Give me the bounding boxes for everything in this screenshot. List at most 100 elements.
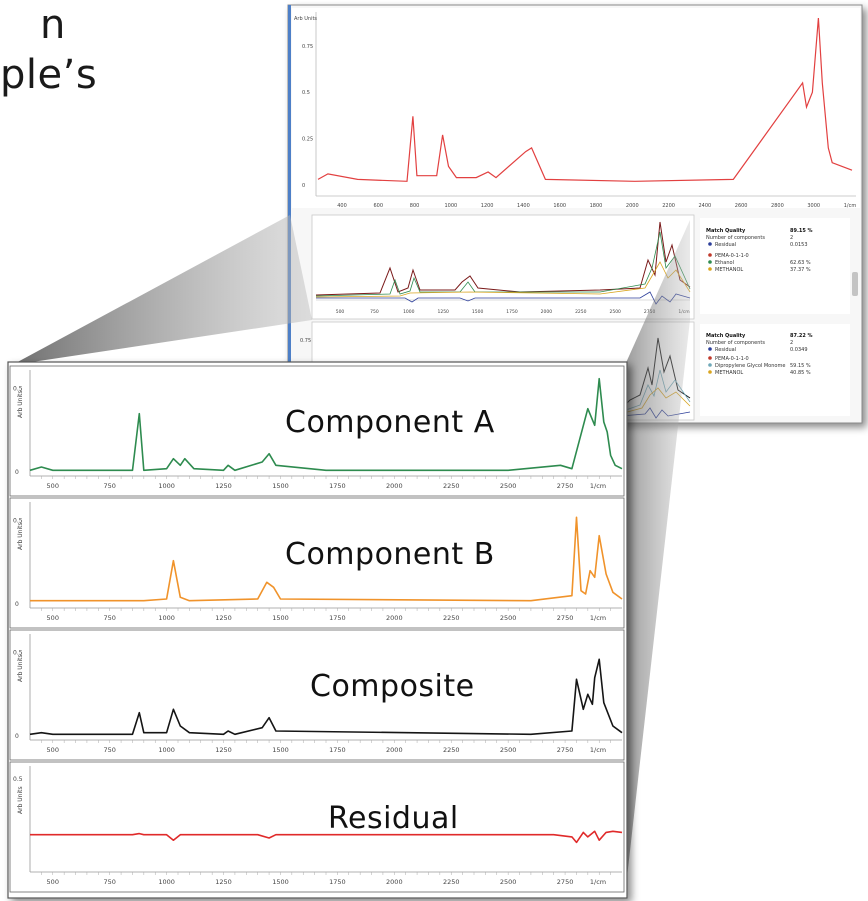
methanol-marker-icon <box>708 370 712 374</box>
zoom-wedge-right <box>625 220 690 895</box>
panel-ylabel: Arb Units <box>17 654 24 682</box>
top-xtick-label: 1/cm <box>844 203 857 209</box>
panel-xtick-label: 1250 <box>215 482 232 490</box>
residual-value-2: 0.0349 <box>790 347 808 353</box>
mid-plot-area <box>311 214 695 320</box>
panel-xtick-label: 1000 <box>158 614 175 622</box>
top-xtick-label: 1400 <box>517 203 530 209</box>
top-ytick-label: 0.25 <box>302 137 313 143</box>
panel-ytick-zero: 0 <box>15 469 19 476</box>
panel-xtick-label: 2250 <box>443 746 460 754</box>
panel-xtick-label: 750 <box>103 746 115 754</box>
panel-xtick-label: 1000 <box>158 746 175 754</box>
panel-xtick-label: 2500 <box>500 746 517 754</box>
residual-label-1: Residual <box>715 242 736 248</box>
panel-ytick-zero: 0 <box>15 733 19 740</box>
top-xtick-label: 3000 <box>807 203 820 209</box>
top-xtick-label: 600 <box>374 203 384 209</box>
panel-title: Component B <box>285 537 495 572</box>
panel-xtick-label: 1500 <box>272 746 289 754</box>
panel-ylabel: Arb Units <box>17 786 24 814</box>
top-plot-yticks: 0.75 0.5 0.25 0 <box>302 44 313 189</box>
panel-xtick-label: 2750 <box>557 878 574 886</box>
panel-ylabel: Arb Units <box>17 522 24 550</box>
residual-label-2: Residual <box>715 347 736 353</box>
panel-series-line <box>29 658 623 736</box>
panel-ytick-label: 0.5 <box>13 386 23 393</box>
top-ytick-label: 0 <box>302 183 305 189</box>
panel-xtick-label: 2250 <box>443 614 460 622</box>
panel-xtick-label: 1750 <box>329 746 346 754</box>
component-name-1-0: Ethanol <box>715 260 734 266</box>
residual-marker-icon <box>708 347 712 351</box>
result-panel-1 <box>700 218 850 314</box>
panel-xtick-label: 2750 <box>557 746 574 754</box>
mid-mixture-line <box>315 221 691 296</box>
zoom-wedge-left <box>12 215 312 365</box>
mid-xtick-label: 500 <box>336 309 345 315</box>
match-quality-label-1: Match Quality <box>706 228 746 234</box>
ethanol-marker-icon <box>708 260 712 264</box>
panel-xtick-label: 2500 <box>500 482 517 490</box>
panel-xtick-label: 1500 <box>272 878 289 886</box>
top-xtick-label: 1800 <box>590 203 603 209</box>
panel-xtick-label: 2000 <box>386 614 403 622</box>
panel-xtick-label: 500 <box>47 746 59 754</box>
top-plot-ylabel: Arb Units <box>294 16 317 22</box>
top-xtick-label: 1600 <box>553 203 566 209</box>
top-xtick-label: 2200 <box>662 203 675 209</box>
panel-frame <box>9 761 625 893</box>
results-scrollbar[interactable] <box>852 272 858 296</box>
panel-xtick-label: 2500 <box>500 614 517 622</box>
top-xtick-label: 1000 <box>444 203 457 209</box>
mid-xtick-label: 1000 <box>403 309 415 315</box>
top-xtick-label: 2600 <box>735 203 748 209</box>
match-quality-value-1: 89.15 % <box>790 228 813 234</box>
top-ytick-label: 0.5 <box>302 90 310 96</box>
mixture-marker-icon <box>708 356 712 360</box>
component-percent-2-0: 59.15 % <box>790 363 811 369</box>
num-components-label-2: Number of components <box>706 340 765 346</box>
panel-xtick-label: 2250 <box>443 878 460 886</box>
mixture-name-1: PEMA-0-1-1-0 <box>715 253 749 259</box>
residual-value-1: 0.0153 <box>790 242 808 248</box>
component-percent-1-0: 62.63 % <box>790 260 811 266</box>
headline-line-2: ple’s <box>0 52 98 98</box>
back-software-window: Arb Units 0.75 0.5 0.25 0 400 600 800 1000 1200… <box>287 4 863 424</box>
panel-xtick-label: 750 <box>103 482 115 490</box>
panel-xtick-label: 2250 <box>443 482 460 490</box>
panel-ylabel: Arb Units <box>17 390 24 418</box>
num-components-value-2: 2 <box>790 340 793 346</box>
panel-xtick-label: 2750 <box>557 482 574 490</box>
panel-xtick-label: 1750 <box>329 878 346 886</box>
headline-line-1: n <box>40 2 66 48</box>
component-percent-2-1: 40.85 % <box>790 370 811 376</box>
panel-series-line <box>30 830 623 844</box>
panel-xtick-label: 1250 <box>215 746 232 754</box>
top-xtick-label: 2400 <box>698 203 711 209</box>
back-window-edge <box>288 5 291 423</box>
panel-xtick-label: 750 <box>103 614 115 622</box>
panel-frame <box>9 497 625 629</box>
panel-xtick-label: 1000 <box>158 878 175 886</box>
panel-title: Residual <box>328 801 459 836</box>
panel-title: Component A <box>285 405 495 440</box>
top-xtick-label: 800 <box>410 203 420 209</box>
panel-xtick-label: 1250 <box>215 878 232 886</box>
panel-xtick-label: 1750 <box>329 482 346 490</box>
mid-xtick-label: 1250 <box>437 309 449 315</box>
panel-xtick-label: 500 <box>47 614 59 622</box>
mid-xtick-label: 1750 <box>506 309 518 315</box>
match-quality-value-2: 87.22 % <box>790 333 813 339</box>
panel-xtick-label: 1000 <box>158 482 175 490</box>
panel-xtick-label: 500 <box>47 878 59 886</box>
panel-xtick-label: 1/cm <box>590 614 606 622</box>
result-panel-2 <box>700 324 850 416</box>
top-xtick-label: 2000 <box>626 203 639 209</box>
mid-xtick-label: 2500 <box>609 309 621 315</box>
mixture-marker-icon <box>708 253 712 257</box>
